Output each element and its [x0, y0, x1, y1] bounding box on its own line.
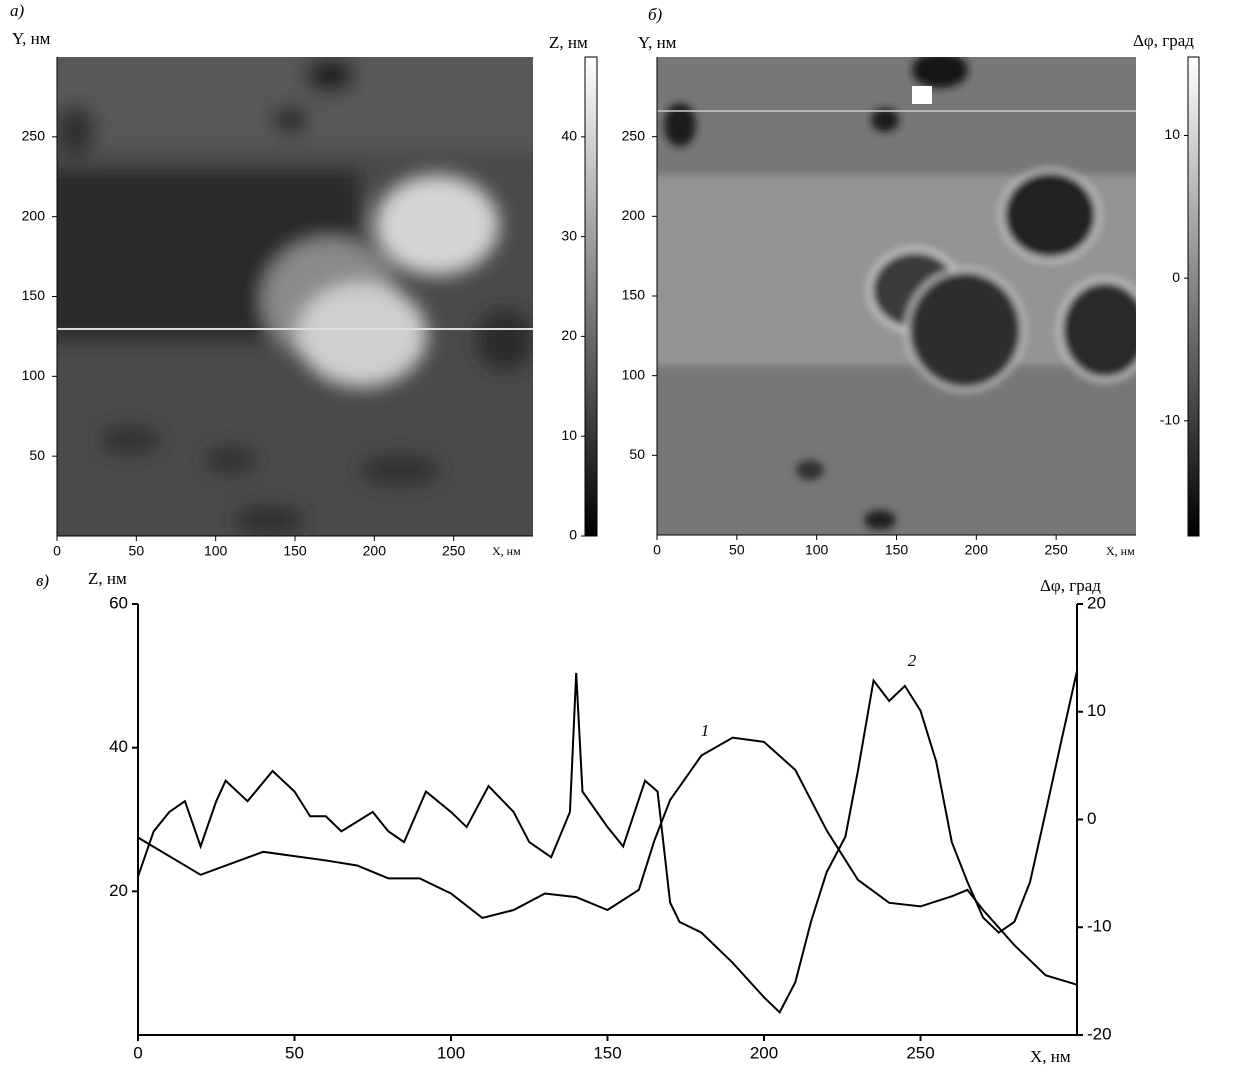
panel-label: б): [648, 5, 663, 24]
x-tick-label: 200: [363, 543, 387, 559]
afm-height-image: [57, 57, 533, 536]
y-tick-label: 60: [109, 593, 128, 612]
colorbar-tick-label: -10: [1160, 412, 1180, 428]
x-tick-label: 250: [442, 543, 466, 559]
colorbar-label: Δφ, град: [1133, 31, 1194, 50]
x-axis-label: X, нм: [1030, 1047, 1071, 1066]
y2-axis-label: Δφ, град: [1040, 576, 1101, 595]
y-tick-label: 200: [22, 207, 46, 223]
y-tick-label: 150: [22, 287, 46, 303]
y-tick-label: 150: [622, 287, 646, 303]
colorbar-tick-label: 0: [569, 527, 577, 543]
y-tick-label: 250: [22, 128, 46, 144]
y-axis-label: Y, нм: [638, 33, 677, 52]
y2-tick-label: -20: [1087, 1024, 1112, 1043]
x-tick-label: 0: [53, 543, 61, 559]
y-tick-label: 20: [109, 881, 128, 900]
x-tick-label: 50: [729, 542, 745, 558]
y-axis-label: Y, нм: [12, 29, 51, 48]
panel-label: в): [36, 571, 49, 590]
panel-label: а): [10, 1, 25, 20]
x-tick-label: 100: [437, 1043, 465, 1062]
x-tick-label: 150: [283, 543, 307, 559]
colorbar-tick-label: 30: [561, 227, 577, 243]
x-tick-label: 100: [204, 543, 228, 559]
x-axis-label: X, нм: [492, 544, 521, 558]
y-tick-label: 50: [29, 447, 45, 463]
y2-tick-label: 10: [1087, 701, 1106, 720]
x-tick-label: 50: [285, 1043, 304, 1062]
y-tick-label: 250: [622, 127, 646, 143]
y-tick-label: 40: [109, 737, 128, 756]
x-tick-label: 0: [133, 1043, 142, 1062]
y-tick-label: 100: [22, 367, 46, 383]
x-tick-label: 150: [885, 542, 909, 558]
x-tick-label: 250: [906, 1043, 934, 1062]
colorbar-tick-label: 40: [561, 128, 577, 144]
x-tick-label: 0: [653, 542, 661, 558]
colorbar-tick-label: 20: [561, 327, 577, 343]
series-label: 2: [908, 651, 917, 670]
x-axis-label: X, нм: [1106, 544, 1135, 558]
x-tick-label: 100: [805, 542, 829, 558]
y2-tick-label: 0: [1087, 809, 1096, 828]
series-label: 1: [701, 721, 710, 740]
colorbar-tick-label: 10: [561, 427, 577, 443]
colorbar-tick-label: 0: [1172, 269, 1180, 285]
afm-phase-image: [657, 57, 1136, 535]
y-tick-label: 50: [629, 446, 645, 462]
colorbar: [584, 56, 598, 537]
x-tick-label: 150: [593, 1043, 621, 1062]
data-line: [137, 670, 1078, 1015]
y2-tick-label: -10: [1087, 917, 1112, 936]
x-tick-label: 50: [129, 543, 145, 559]
x-tick-label: 200: [750, 1043, 778, 1062]
x-tick-label: 200: [965, 542, 989, 558]
y2-tick-label: 20: [1087, 593, 1106, 612]
y-axis-label: Z, нм: [88, 569, 127, 588]
colorbar-tick-label: 10: [1164, 126, 1180, 142]
y-tick-label: 100: [622, 366, 646, 382]
data-line: [137, 736, 1078, 986]
colorbar: [1187, 56, 1200, 537]
y-tick-label: 200: [622, 207, 646, 223]
x-tick-label: 250: [1044, 542, 1068, 558]
colorbar-label: Z, нм: [549, 33, 588, 52]
